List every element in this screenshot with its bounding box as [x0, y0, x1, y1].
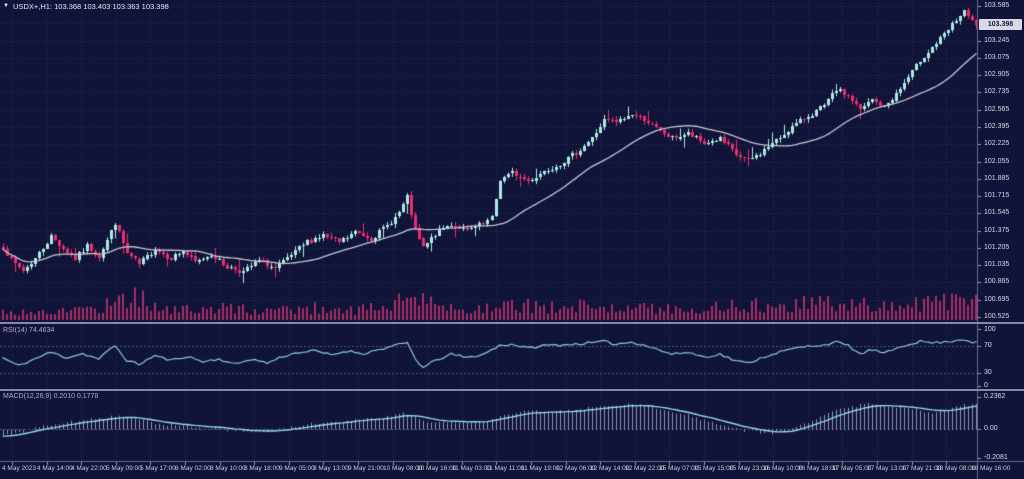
time-axis-label: 15 May 15:00: [694, 465, 734, 472]
time-axis-label: 17 May 05:00: [832, 465, 872, 472]
price-axis-label: 101.715: [984, 192, 1010, 199]
rsi-indicator-label: RSI(14) 74.4634: [3, 327, 55, 334]
time-axis-label: 16 May 10:00: [763, 465, 803, 472]
price-axis-label: 101.545: [984, 209, 1010, 216]
price-axis-label: 103.075: [984, 54, 1010, 61]
time-axis-label: 4 May 22:00: [71, 465, 107, 472]
price-axis-label: 102.565: [984, 106, 1010, 113]
price-axis-label: 103.245: [984, 37, 1010, 44]
time-axis-label: 11 May 11:00: [486, 465, 525, 472]
rsi-axis-label: 30: [984, 369, 992, 376]
time-axis-label: 8 May 10:00: [210, 465, 246, 472]
time-axis-label: 10 May 08:00: [383, 465, 423, 472]
time-axis-label: 9 May 21:00: [348, 465, 384, 472]
chart-title: ▼ USDX+,H1: 103.368 103.403 103.363 103.…: [3, 2, 169, 11]
price-axis-label: 102.055: [984, 158, 1010, 165]
time-axis-label: 16 May 18:00: [798, 465, 838, 472]
price-axis[interactable]: 103.585 103.245 103.075 102.905 102.735 102.5…: [978, 0, 1024, 479]
price-axis-label: 102.225: [984, 140, 1010, 147]
symbol-dropdown-icon: ▼: [3, 3, 9, 9]
time-axis-label: 4 May 2023: [2, 465, 36, 472]
macd-axis-label: 0.00: [984, 425, 998, 432]
rsi-axis-label: 70: [984, 342, 992, 349]
rsi-axis-label: 0: [984, 382, 988, 389]
time-axis-label: 11 May 03:00: [452, 465, 491, 472]
pane-splitter-macd[interactable]: [0, 389, 1024, 391]
time-axis-label: 12 May 22:00: [625, 465, 665, 472]
price-axis-label: 101.205: [984, 244, 1010, 251]
time-axis-label: 15 May 23:00: [729, 465, 769, 472]
price-axis-label: 103.585: [984, 2, 1010, 9]
time-axis-label: 8 May 18:00: [244, 465, 280, 472]
time-axis-label: 11 May 19:00: [521, 465, 560, 472]
time-axis-label: 17 May 21:00: [902, 465, 942, 472]
time-axis-label: 18 May 08:00: [936, 465, 976, 472]
macd-indicator-label: MACD(12,26,9) 0.2010 0.1778: [3, 393, 99, 400]
time-axis-label: 5 May 09:00: [106, 465, 142, 472]
time-axis-label: 18 May 16:00: [971, 465, 1011, 472]
time-axis-label: 12 May 06:00: [556, 465, 596, 472]
macd-axis-label: 0.2362: [984, 393, 1006, 400]
time-axis-label: 5 May 17:00: [140, 465, 176, 472]
rsi-axis-label: 100: [984, 326, 996, 333]
price-axis-label: 101.885: [984, 175, 1010, 182]
time-axis-label: 12 May 14:00: [590, 465, 630, 472]
time-axis[interactable]: 4 May 2023 4 May 14:00 4 May 22:00 5 May 09…: [0, 462, 1024, 479]
price-axis-label: 102.395: [984, 123, 1010, 130]
time-axis-label: 9 May 05:00: [279, 465, 315, 472]
time-axis-label: 8 May 02:00: [175, 465, 211, 472]
price-axis-label: 100.525: [984, 313, 1010, 320]
pane-splitter-rsi[interactable]: [0, 322, 1024, 324]
time-axis-label: 4 May 14:00: [37, 465, 73, 472]
price-axis-label: 101.375: [984, 227, 1010, 234]
macd-axis-label: -0.2081: [984, 454, 1008, 461]
price-axis-label: 101.035: [984, 261, 1010, 268]
time-axis-label: 17 May 13:00: [867, 465, 907, 472]
price-axis-label: 102.905: [984, 71, 1010, 78]
symbol-ohlc-text: USDX+,H1: 103.368 103.403 103.363 103.39…: [13, 2, 169, 11]
time-axis-label: 15 May 07:00: [659, 465, 699, 472]
time-axis-label: 9 May 13:00: [313, 465, 349, 472]
last-price-tag: 103.398: [979, 19, 1022, 30]
time-axis-label: 10 May 16:00: [417, 465, 457, 472]
price-axis-label: 100.865: [984, 278, 1010, 285]
price-axis-label: 102.735: [984, 88, 1010, 95]
price-axis-label: 100.695: [984, 296, 1010, 303]
